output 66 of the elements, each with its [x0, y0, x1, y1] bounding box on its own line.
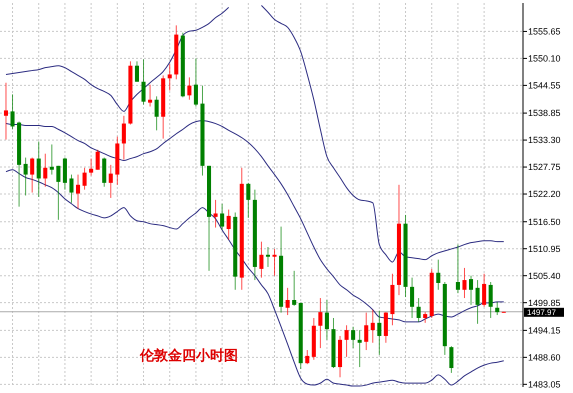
y-tick-label: 1555.65: [528, 26, 561, 37]
y-tick-label: 1510.95: [528, 244, 561, 254]
candlestick: [292, 270, 296, 306]
candlestick: [36, 141, 41, 198]
candlestick: [370, 309, 375, 344]
y-tick-label: 1522.20: [528, 189, 561, 200]
candlestick: [187, 76, 192, 100]
candlestick: [148, 84, 152, 108]
candlestick: [30, 157, 34, 194]
candlestick: [226, 209, 231, 240]
candlestick: [194, 58, 198, 108]
candlestick: [122, 115, 126, 160]
y-tick-label: 1516.50: [528, 216, 561, 227]
y-tick-label: 1488.60: [528, 352, 561, 362]
candlestick: [423, 312, 428, 324]
candlestick: [482, 273, 486, 308]
candlestick: [4, 82, 8, 140]
candlestick: [318, 298, 322, 349]
candlestick: [82, 167, 87, 190]
candlestick: [76, 174, 80, 210]
candlestick: [468, 275, 474, 306]
y-tick-label: 1550.10: [528, 54, 561, 64]
candlestick: [259, 241, 264, 278]
candlestick: [449, 346, 454, 374]
candlestick: [351, 326, 356, 349]
candlestick: [108, 164, 113, 198]
candlestick: [10, 94, 15, 130]
y-tick-label: 1499.85: [528, 298, 561, 308]
candlestick: [154, 96, 159, 131]
line-series: [5, 169, 504, 387]
candlestick: [462, 267, 467, 299]
candlestick: [377, 310, 382, 356]
y-tick-label: 1527.75: [528, 162, 561, 172]
y-tick-label: 1483.05: [528, 379, 561, 390]
candlestick: [96, 149, 100, 170]
candlestick: [56, 165, 60, 220]
y-tick-label: 1494.15: [528, 326, 561, 336]
candlestick: [305, 350, 310, 365]
candlestick: [24, 157, 28, 196]
candlestick: [214, 199, 218, 228]
y-tick-label: 1538.85: [528, 108, 561, 118]
candlestick: [134, 60, 140, 82]
candlestick: [410, 277, 414, 318]
candlestick: [141, 58, 146, 106]
candlestick: [364, 312, 368, 351]
candlestick: [220, 203, 224, 230]
candlestick: [358, 330, 362, 368]
candlestick: [456, 244, 460, 294]
candlestick: [495, 301, 500, 316]
candlestick: [384, 312, 388, 344]
candlestick: [286, 287, 290, 316]
y-tick-label: 1505.40: [528, 270, 561, 281]
candlestick: [324, 299, 329, 340]
text: 伦敦金四小时图: [139, 347, 238, 363]
candlestick: [168, 64, 172, 91]
candlestick: [436, 259, 440, 290]
candlestick: [476, 280, 480, 324]
y-tick-label: 1533.30: [528, 135, 561, 146]
candlestick: [488, 282, 493, 318]
y-tick-label: 1544.55: [528, 80, 561, 91]
candlestick: [69, 174, 74, 204]
ref-line-label: 1497.97: [527, 308, 556, 318]
candlestick: [43, 153, 48, 188]
candlestick: [416, 298, 421, 322]
candlestick: [246, 182, 250, 218]
candlestick: [344, 324, 349, 358]
